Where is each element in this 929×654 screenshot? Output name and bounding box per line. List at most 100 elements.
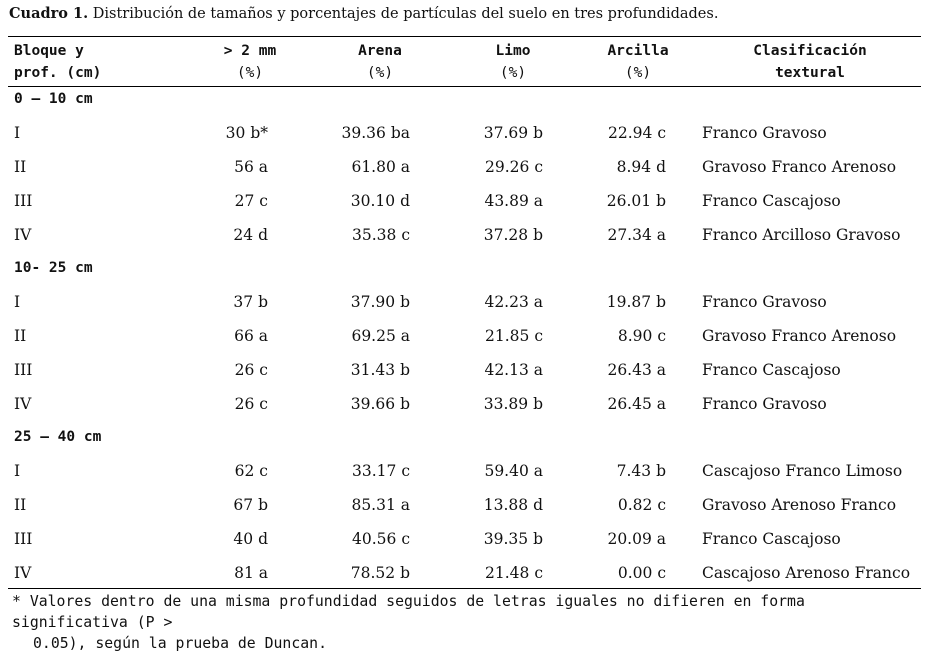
cell-bloque: II	[14, 327, 27, 345]
cell-arcilla: 26.01 b	[606, 192, 666, 210]
cell-arcilla: 27.34 a	[607, 226, 666, 244]
header-limo-unit: (%)	[499, 65, 527, 81]
cell-gravel: 30 b*	[225, 124, 268, 142]
top-rule	[8, 36, 921, 37]
header-rule	[8, 86, 921, 87]
table-row: I 30 b* 39.36 ba 37.69 b 22.94 c Franco …	[0, 121, 929, 145]
cell-arena: 31.43 b	[350, 361, 410, 379]
cell-arena: 35.38 c	[352, 226, 410, 244]
cell-bloque: III	[14, 192, 33, 210]
header-bloque: Bloque y prof. (cm)	[14, 40, 101, 84]
footnote: * Valores dentro de una misma profundida…	[12, 591, 892, 654]
header-arcilla-line1: Arcilla	[607, 43, 669, 59]
cell-arcilla: 0.82 c	[617, 496, 666, 514]
cell-arcilla: 7.43 b	[616, 462, 666, 480]
cell-gravel: 37 b	[233, 293, 268, 311]
cell-arena: 39.66 b	[350, 395, 410, 413]
cell-gravel: 81 a	[234, 564, 268, 582]
cell-limo: 43.89 a	[484, 192, 543, 210]
cell-clasificacion: Franco Cascajoso	[702, 192, 841, 210]
group-label: 25 – 40 cm	[14, 429, 102, 445]
cell-arena: 78.52 b	[350, 564, 410, 582]
table-row: II 56 a 61.80 a 29.26 c 8.94 d Gravoso F…	[0, 155, 929, 179]
table-row: II 67 b 85.31 a 13.88 d 0.82 c Gravoso A…	[0, 493, 929, 517]
cell-arcilla: 8.90 c	[617, 327, 666, 345]
cell-limo: 21.48 c	[485, 564, 543, 582]
cell-gravel: 27 c	[234, 192, 268, 210]
cell-clasificacion: Franco Gravoso	[702, 395, 827, 413]
cell-limo: 37.28 b	[483, 226, 543, 244]
cell-arena: 40.56 c	[352, 530, 410, 548]
cell-clasificacion: Cascajoso Arenoso Franco	[702, 564, 911, 582]
cell-arcilla: 26.45 a	[607, 395, 666, 413]
header-clasificacion-line1: Clasificación	[753, 43, 867, 59]
cell-gravel: 26 c	[234, 395, 268, 413]
header-bloque-line1: Bloque y	[14, 43, 84, 59]
header-arena-unit: (%)	[366, 65, 394, 81]
cell-bloque: III	[14, 361, 33, 379]
table-row: III 27 c 30.10 d 43.89 a 26.01 b Franco …	[0, 189, 929, 213]
cell-limo: 39.35 b	[483, 530, 543, 548]
cell-limo: 37.69 b	[483, 124, 543, 142]
cell-bloque: I	[14, 124, 21, 142]
cell-bloque: I	[14, 293, 21, 311]
footnote-line1: * Valores dentro de una misma profundida…	[12, 593, 805, 631]
header-arena-line1: Arena	[358, 43, 402, 59]
cell-arcilla: 19.87 b	[606, 293, 666, 311]
caption-text: Distribución de tamaños y porcentajes de…	[88, 6, 719, 22]
cell-gravel: 24 d	[233, 226, 268, 244]
bottom-rule	[8, 588, 921, 589]
cell-arena: 39.36 ba	[341, 124, 410, 142]
cell-gravel: 26 c	[234, 361, 268, 379]
cell-bloque: I	[14, 462, 21, 480]
table-row: IV 81 a 78.52 b 21.48 c 0.00 c Cascajoso…	[0, 561, 929, 585]
header-clasificacion-line2: textural	[775, 65, 845, 81]
cell-bloque: IV	[14, 395, 32, 413]
cell-arena: 30.10 d	[350, 192, 410, 210]
cell-arena: 69.25 a	[351, 327, 410, 345]
table-caption: Cuadro 1. Distribución de tamaños y porc…	[9, 5, 718, 22]
cell-gravel: 66 a	[234, 327, 268, 345]
group-label: 0 – 10 cm	[14, 91, 93, 107]
table-row: IV 24 d 35.38 c 37.28 b 27.34 a Franco A…	[0, 223, 929, 247]
footnote-line2: 0.05), según la prueba de Duncan.	[33, 635, 327, 652]
cell-arena: 33.17 c	[352, 462, 410, 480]
cell-clasificacion: Cascajoso Franco Limoso	[702, 462, 903, 480]
table-row: IV 26 c 39.66 b 33.89 b 26.45 a Franco G…	[0, 392, 929, 416]
header-limo: Limo (%)	[473, 40, 553, 84]
cell-gravel: 40 d	[233, 530, 268, 548]
cell-clasificacion: Gravoso Arenoso Franco	[702, 496, 897, 514]
header-arena: Arena (%)	[340, 40, 420, 84]
cell-bloque: II	[14, 158, 27, 176]
cell-arena: 61.80 a	[351, 158, 410, 176]
cell-gravel: 62 c	[234, 462, 268, 480]
cell-clasificacion: Franco Gravoso	[702, 124, 827, 142]
group-label: 10- 25 cm	[14, 260, 93, 276]
cell-arcilla: 20.09 a	[607, 530, 666, 548]
cell-arena: 37.90 b	[350, 293, 410, 311]
cell-clasificacion: Gravoso Franco Arenoso	[702, 158, 897, 176]
header-gravel-unit: (%)	[236, 65, 264, 81]
cell-arcilla: 8.94 d	[616, 158, 666, 176]
cell-limo: 21.85 c	[485, 327, 543, 345]
cell-limo: 33.89 b	[483, 395, 543, 413]
cell-arcilla: 0.00 c	[617, 564, 666, 582]
table-row: I 37 b 37.90 b 42.23 a 19.87 b Franco Gr…	[0, 290, 929, 314]
header-limo-line1: Limo	[495, 43, 531, 59]
header-arcilla: Arcilla (%)	[598, 40, 678, 84]
cell-clasificacion: Franco Gravoso	[702, 293, 827, 311]
cell-arena: 85.31 a	[351, 496, 410, 514]
table-row: III 26 c 31.43 b 42.13 a 26.43 a Franco …	[0, 358, 929, 382]
cell-bloque: IV	[14, 564, 32, 582]
cell-gravel: 67 b	[233, 496, 268, 514]
table-row: I 62 c 33.17 c 59.40 a 7.43 b Cascajoso …	[0, 459, 929, 483]
table-row: II 66 a 69.25 a 21.85 c 8.90 c Gravoso F…	[0, 324, 929, 348]
header-gravel-line1: > 2 mm	[223, 43, 277, 59]
header-arcilla-unit: (%)	[624, 65, 652, 81]
cell-bloque: IV	[14, 226, 32, 244]
header-gravel: > 2 mm (%)	[210, 40, 290, 84]
cell-clasificacion: Franco Arcilloso Gravoso	[702, 226, 901, 244]
cell-arcilla: 26.43 a	[607, 361, 666, 379]
cell-limo: 29.26 c	[485, 158, 543, 176]
cell-limo: 42.23 a	[484, 293, 543, 311]
